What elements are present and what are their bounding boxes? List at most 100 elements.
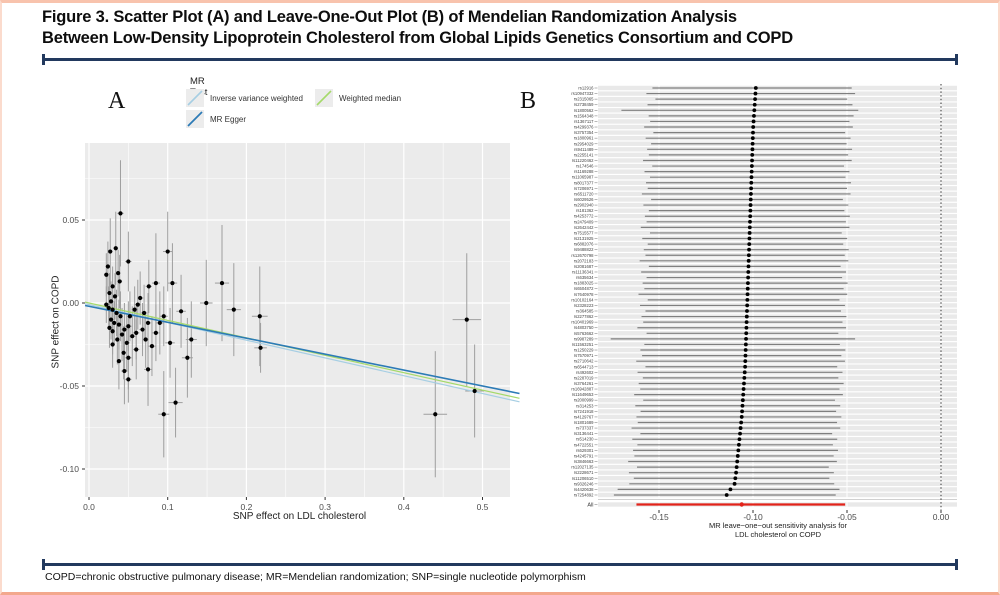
scatter-point	[116, 322, 122, 327]
estimate-dot	[740, 398, 745, 403]
estimate-dot	[744, 336, 748, 341]
estimate-dot	[750, 136, 755, 141]
legend-key-ivw	[186, 89, 204, 107]
tick-label: rs1564348	[574, 113, 594, 118]
scatter-point	[116, 271, 121, 276]
estimate-dot	[739, 415, 744, 419]
estimate-dot	[733, 476, 738, 481]
tick-label: rs2738459	[574, 102, 594, 107]
tick-label: 0.3	[319, 502, 331, 512]
estimate-dot	[738, 426, 743, 430]
tick-label: -0.15	[649, 512, 669, 522]
estimate-dot	[735, 454, 740, 458]
tick-label: rs4129767	[574, 414, 594, 419]
tick-label: 0.00	[62, 298, 79, 308]
scatter-point	[132, 307, 137, 312]
estimate-dot	[728, 487, 733, 492]
tick-label: rs3136441	[574, 431, 594, 436]
estimate-dot	[747, 225, 752, 230]
estimate-dot	[753, 97, 757, 102]
estimate-dot	[724, 493, 729, 497]
estimate-dot	[750, 153, 755, 157]
tick-label: rs174546	[576, 164, 594, 169]
tick-label: 0.1	[162, 502, 174, 512]
estimate-dot	[751, 119, 756, 124]
scatter-point	[135, 302, 140, 307]
tick-label: 0.05	[62, 215, 79, 225]
scatter-point	[110, 342, 115, 347]
scatter-point	[113, 246, 118, 251]
tick-label: rs1800961	[574, 136, 594, 141]
scatter-point	[146, 284, 151, 289]
tick-label: rs2255141	[574, 152, 594, 157]
tick-label: rs9326246	[574, 481, 594, 486]
scatter-point	[117, 279, 122, 284]
tick-label: -0.10	[60, 464, 80, 474]
estimate-dot	[744, 314, 749, 319]
scatter-point	[108, 317, 114, 322]
estimate-dot	[734, 470, 738, 475]
estimate-dot	[753, 86, 758, 90]
panel-a-y-axis-title: SNP effect on COPD	[50, 275, 62, 369]
scatter-point	[204, 300, 209, 306]
estimate-dot	[743, 364, 748, 369]
tick-label: rs2072183	[574, 258, 594, 263]
tick-label: rs10947332	[571, 91, 594, 96]
abbreviations-footnote: COPD=chronic obstructive pulmonary disea…	[45, 571, 586, 583]
estimate-dot	[745, 303, 750, 308]
estimate-dot	[740, 409, 744, 414]
estimate-dot	[745, 286, 750, 291]
figure-title: Figure 3. Scatter Plot (A) and Leave-One…	[42, 7, 962, 49]
panel-b-x-axis-title-line-2: LDL cholesterol on COPD	[734, 530, 821, 539]
tick-label: rs11649653	[572, 392, 594, 397]
estimate-dot	[750, 141, 755, 146]
scatter-point	[219, 280, 225, 286]
scatter-point	[110, 329, 115, 334]
scatter-point	[138, 295, 143, 301]
tick-label: rs737337	[576, 426, 594, 431]
tick-label: rs3764261	[574, 381, 594, 386]
estimate-dot	[749, 169, 754, 174]
panel-a-x-axis-title: SNP effect on LDL cholesterol	[232, 511, 367, 522]
figure-title-line-2: Between Low-Density Lipoprotein Choleste…	[42, 29, 793, 47]
estimate-dot	[745, 292, 750, 297]
estimate-dot	[746, 258, 751, 263]
estimate-dot	[746, 270, 751, 274]
scatter-point	[173, 400, 178, 405]
scatter-point	[104, 272, 109, 277]
tick-label: rs12027135	[571, 465, 594, 470]
tick-label: rs6882076	[574, 242, 594, 247]
scatter-point	[257, 314, 262, 319]
estimate-dot	[736, 448, 741, 453]
scatter-point	[121, 350, 126, 355]
estimate-dot	[745, 309, 749, 313]
tick-label: rs8017377	[574, 180, 594, 185]
tick-label: rs9987289	[574, 336, 594, 341]
tick-label: rs1169288	[574, 169, 594, 174]
tick-label: rs6029526	[574, 197, 594, 202]
estimate-dot	[749, 175, 754, 180]
legend-label-ivw: Inverse variance weighted	[210, 94, 303, 103]
tick-label: rs3846663	[574, 459, 594, 464]
scatter-point	[114, 310, 119, 316]
tick-label: -0.05	[60, 381, 80, 391]
estimate-dot	[749, 180, 754, 185]
scatter-point	[464, 317, 469, 322]
scatter-point	[189, 337, 194, 342]
scatter-point	[145, 320, 151, 326]
tick-label: rs2328223	[574, 303, 594, 308]
scatter-point	[107, 325, 112, 330]
tick-label: rs7206971	[574, 186, 594, 191]
tick-label: rs9411489	[574, 147, 594, 152]
scatter-point	[178, 309, 184, 314]
estimate-dot	[744, 320, 749, 325]
tick-label: rs7515577	[574, 230, 594, 235]
scatter-point	[157, 320, 162, 326]
tick-label: rs12916	[578, 86, 594, 91]
legend-key-mr-egger	[186, 110, 204, 128]
estimate-dot	[744, 331, 749, 336]
estimate-dot	[746, 253, 751, 258]
tick-label: rs514230	[576, 437, 594, 442]
tick-label: rs2315065	[574, 97, 594, 102]
tick-label: rs10401969	[571, 320, 594, 325]
